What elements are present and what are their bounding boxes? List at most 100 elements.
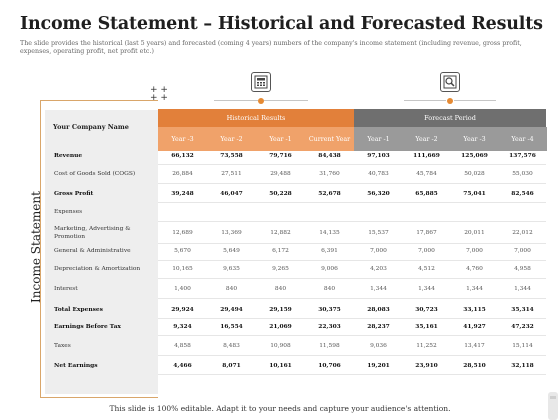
table-cell: 1,344 xyxy=(418,286,435,292)
year-header: Year -4 xyxy=(498,127,547,151)
table-cell: 56,320 xyxy=(367,190,390,197)
side-frame xyxy=(40,100,158,398)
table-cell: 11,252 xyxy=(416,343,437,349)
table-cell: 4,466 xyxy=(173,362,192,369)
table-cell: 8,483 xyxy=(223,343,240,349)
table-cell: 73,558 xyxy=(220,152,243,159)
year-header: Year -2 xyxy=(207,127,256,151)
table-cell: 46,047 xyxy=(220,190,243,197)
table-cell: 75,041 xyxy=(463,190,486,197)
table-cell: 28,510 xyxy=(463,362,486,369)
accent-dot xyxy=(447,98,453,104)
divider xyxy=(454,100,496,101)
table-cell: 29,488 xyxy=(270,171,291,177)
table-cell: 125,069 xyxy=(461,152,488,159)
table-cell: 20,011 xyxy=(464,230,485,236)
row-divider xyxy=(158,164,546,165)
divider xyxy=(404,100,446,101)
table-cell: 11,598 xyxy=(319,343,340,349)
year-header-row: Year -3 Year -2 Year -1 Current Year Yea… xyxy=(158,127,547,151)
row-divider xyxy=(158,221,546,222)
year-header: Year -2 xyxy=(402,127,451,151)
table-cell: 30,375 xyxy=(318,306,341,313)
plus-decoration-icon: + + xyxy=(150,93,168,103)
table-cell: 12,689 xyxy=(172,230,193,236)
row-label: Net Earnings xyxy=(54,362,98,369)
calculator-icon xyxy=(251,72,271,92)
row-label: Depreciation & Amortization xyxy=(54,266,141,272)
row-divider xyxy=(158,183,546,184)
plus-decoration-icon: + + xyxy=(150,85,168,95)
historical-header: Historical Results xyxy=(158,109,354,127)
table-cell: 10,706 xyxy=(318,362,341,369)
accent-dot xyxy=(258,98,264,104)
row-divider xyxy=(158,243,546,244)
table-cell: 28,237 xyxy=(367,323,390,330)
table-cell: 840 xyxy=(274,286,287,292)
table-cell: 7,000 xyxy=(514,248,531,254)
table-cell: 35,161 xyxy=(415,323,438,330)
table-cell: 21,069 xyxy=(269,323,292,330)
table-cell: 45,784 xyxy=(416,171,437,177)
table-cell: 16,554 xyxy=(220,323,243,330)
table-cell: 29,159 xyxy=(269,306,292,313)
table-cell: 10,908 xyxy=(270,343,291,349)
row-label: Interest xyxy=(54,286,78,292)
table-cell: 22,303 xyxy=(318,323,341,330)
table-cell: 31,760 xyxy=(319,171,340,177)
table-cell: 9,324 xyxy=(173,323,192,330)
corner-decoration-icon xyxy=(548,392,558,420)
table-cell: 84,438 xyxy=(318,152,341,159)
table-cell: 4,512 xyxy=(418,266,435,272)
table-cell: 1,344 xyxy=(370,286,387,292)
table-cell: 97,103 xyxy=(367,152,390,159)
table-cell: 29,494 xyxy=(220,306,243,313)
table-cell: 29,924 xyxy=(171,306,194,313)
row-label: Marketing, Advertising & Promotion xyxy=(54,226,131,240)
table-cell: 12,882 xyxy=(270,230,291,236)
table-cell: 15,537 xyxy=(368,230,389,236)
row-label: Revenue xyxy=(54,152,83,159)
page-subtitle: The slide provides the historical (last … xyxy=(20,40,522,55)
table-cell: 39,248 xyxy=(171,190,194,197)
table-cell: 137,576 xyxy=(509,152,536,159)
table-cell: 7,000 xyxy=(370,248,387,254)
magnifier-chart-icon xyxy=(440,72,460,92)
forecast-header: Forecast Period xyxy=(354,109,546,127)
table-cell: 9,036 xyxy=(370,343,387,349)
row-label: Total Expenses xyxy=(54,306,103,313)
page-title: Income Statement – Historical and Foreca… xyxy=(20,14,543,34)
table-cell: 13,417 xyxy=(464,343,485,349)
row-label: Gross Profit xyxy=(54,190,94,197)
table-cell: 840 xyxy=(323,286,336,292)
table-cell: 1,344 xyxy=(514,286,531,292)
row-label: Cost of Goods Sold (COGS) xyxy=(54,171,136,177)
table-cell: 111,669 xyxy=(413,152,440,159)
table-cell: 19,201 xyxy=(367,362,390,369)
table-cell: 79,716 xyxy=(269,152,292,159)
table-cell: 8,071 xyxy=(222,362,241,369)
table-cell: 35,314 xyxy=(511,306,534,313)
table-cell: 27,511 xyxy=(221,171,242,177)
table-cell: 6,172 xyxy=(272,248,289,254)
table-cell: 14,135 xyxy=(319,230,340,236)
table-cell: 13,369 xyxy=(221,230,242,236)
year-header: Current Year xyxy=(305,127,354,151)
table-cell: 22,012 xyxy=(512,230,533,236)
table-cell: 50,228 xyxy=(269,190,292,197)
row-label: Taxes xyxy=(54,343,71,349)
row-divider xyxy=(158,202,546,203)
table-cell: 7,000 xyxy=(466,248,483,254)
table-cell: 15,114 xyxy=(512,343,533,349)
table-cell: 30,723 xyxy=(415,306,438,313)
table-cell: 9,006 xyxy=(321,266,338,272)
table-cell: 50,028 xyxy=(464,171,485,177)
year-header: Year -1 xyxy=(256,127,305,151)
table-cell: 5,649 xyxy=(223,248,240,254)
table-cell: 26,884 xyxy=(172,171,193,177)
table-cell: 1,344 xyxy=(466,286,483,292)
row-divider xyxy=(158,374,546,375)
table-cell: 23,910 xyxy=(415,362,438,369)
divider xyxy=(264,100,308,101)
side-panel xyxy=(45,110,158,394)
